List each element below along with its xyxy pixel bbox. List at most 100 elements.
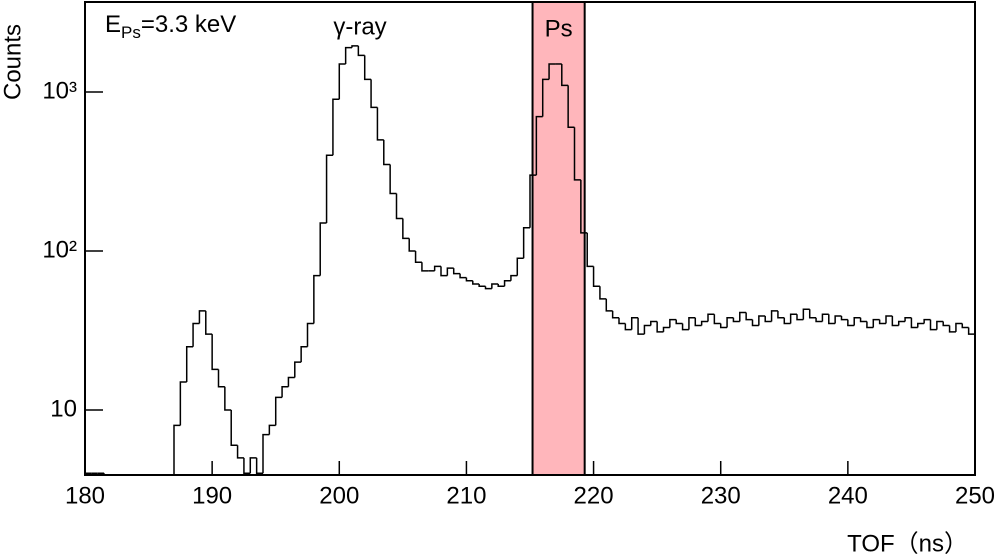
histogram-bin	[726, 317, 734, 328]
x-tick-label: 240	[828, 482, 868, 509]
histogram-bin	[173, 424, 181, 475]
histogram-bin	[363, 55, 372, 81]
histogram-bin	[472, 280, 480, 285]
histogram-bin	[707, 313, 715, 322]
y-tick-label: 10³	[42, 77, 77, 104]
histogram-bin	[872, 318, 880, 328]
histogram-bin	[955, 322, 963, 332]
histogram-bin	[777, 310, 785, 319]
plot-frame	[84, 1, 976, 476]
histogram-bin	[262, 433, 270, 474]
histogram-bin	[446, 267, 454, 276]
x-tick-label: 250	[955, 482, 995, 509]
histogram-bin	[516, 257, 524, 276]
highlight-band	[531, 1, 586, 476]
histogram-bin	[478, 283, 486, 287]
histogram-bin	[306, 322, 314, 347]
histogram-bin	[497, 283, 505, 287]
histogram-bin	[185, 345, 194, 382]
histogram-bin	[624, 323, 632, 331]
histogram-bin	[332, 98, 340, 156]
histogram-bin	[351, 45, 359, 48]
histogram-bin	[885, 315, 893, 324]
histogram-bin	[897, 320, 906, 326]
histogram-bin	[904, 317, 912, 322]
histogram-bin	[274, 396, 283, 426]
histogram-bin	[510, 274, 518, 281]
gamma-annotation: γ-ray	[333, 13, 386, 40]
histogram-bin	[789, 313, 797, 324]
histogram-bin	[878, 319, 886, 325]
histogram-bin	[179, 381, 187, 426]
histogram-bin	[573, 127, 581, 181]
histogram-bin	[719, 323, 728, 329]
histogram-bin	[344, 46, 352, 64]
histogram-bin	[796, 314, 804, 321]
histogram-bin	[802, 308, 810, 320]
histogram-bin	[421, 262, 429, 272]
histogram-bin	[313, 274, 321, 324]
histogram-bin	[402, 218, 410, 240]
histogram-bin	[942, 321, 950, 327]
histogram-bin	[656, 321, 664, 333]
x-tick-label: 200	[319, 482, 359, 509]
histogram-bin	[929, 319, 937, 331]
histogram-bin	[211, 334, 219, 371]
histogram-bin	[662, 326, 670, 332]
histogram-bin	[770, 310, 778, 322]
x-tick-label: 180	[65, 482, 105, 509]
histogram-bin	[611, 310, 619, 319]
annotation-sub: Ps	[121, 23, 141, 42]
histogram-bin	[605, 298, 613, 312]
histogram-bin	[732, 317, 740, 323]
histogram-bin	[681, 323, 689, 331]
histogram-bin	[821, 313, 829, 322]
histogram-bin	[758, 315, 766, 326]
x-axis-label: TOF（ns）	[847, 530, 968, 557]
histogram-bin	[338, 63, 346, 100]
x-tick-label: 210	[446, 482, 486, 509]
histogram-bin	[383, 139, 391, 166]
histogram-bin	[268, 424, 276, 435]
histogram-bin	[936, 320, 944, 330]
histogram-bin	[452, 268, 461, 275]
histogram-bin	[484, 286, 492, 290]
histogram-bin	[764, 315, 772, 323]
histogram-bin	[230, 409, 238, 447]
histogram-bin	[751, 319, 759, 327]
histogram-bin	[491, 283, 499, 289]
highlight-label: Ps	[545, 15, 573, 42]
histogram-bin	[548, 63, 556, 80]
histogram-bin	[357, 45, 365, 57]
histogram-bin	[815, 317, 823, 323]
histogram-bin	[650, 320, 658, 326]
x-tick-label: 190	[192, 482, 232, 509]
histogram-bin	[503, 279, 511, 287]
histogram-bin	[840, 315, 848, 321]
histogram-bin	[529, 174, 537, 228]
histogram-bin	[866, 321, 874, 329]
histogram-bin	[592, 266, 600, 287]
x-tick-label: 230	[701, 482, 741, 509]
histogram-bin	[561, 63, 569, 87]
histogram-bin	[408, 238, 416, 252]
histogram-bin	[739, 311, 747, 322]
histogram-bin	[224, 386, 232, 411]
histogram-bin	[834, 315, 842, 324]
histogram-bin	[637, 317, 645, 335]
histogram-bin	[236, 445, 244, 459]
histogram-bin	[917, 322, 925, 328]
histogram-bin	[586, 232, 594, 268]
histogram-bin	[395, 193, 403, 220]
annotation-rest: =3.3 keV	[141, 11, 236, 38]
histogram-bin	[967, 327, 975, 335]
histogram-bin	[961, 323, 969, 329]
histogram-bin	[522, 226, 530, 259]
histogram-bin	[440, 266, 448, 277]
histogram-bin	[630, 317, 639, 330]
histogram-bin	[948, 325, 956, 333]
histogram-bin	[675, 319, 683, 325]
histogram-bin	[688, 317, 696, 330]
histogram	[85, 45, 975, 475]
